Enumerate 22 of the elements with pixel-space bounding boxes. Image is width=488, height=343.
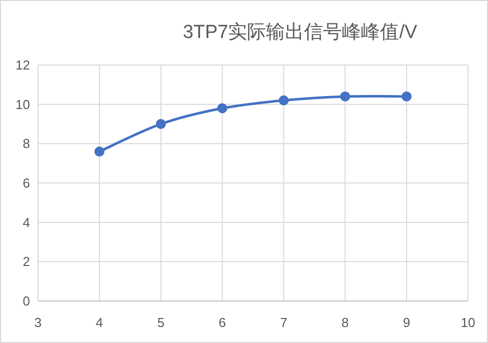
x-tick-label: 8 [342, 315, 349, 330]
y-tick-label: 0 [22, 294, 30, 308]
point [94, 146, 104, 157]
y-tick-label: 4 [22, 214, 30, 230]
point [217, 103, 228, 114]
y-tick-label: 10 [16, 96, 30, 112]
x-tick-label: 10 [460, 315, 476, 330]
point [278, 95, 289, 106]
x-tick-label: 7 [280, 315, 288, 330]
x-tick-label: 4 [96, 315, 104, 330]
point [402, 91, 412, 102]
y-tick-label: 8 [22, 136, 30, 152]
point [156, 119, 166, 129]
point [340, 91, 350, 102]
y-tick-label: 12 [16, 58, 30, 72]
x-tick-label: 9 [402, 315, 410, 330]
title: 3TP7实际输出信号峰峰值/V [182, 22, 418, 43]
y-tick-label: 6 [22, 176, 30, 190]
x-tick-label: 6 [218, 315, 226, 330]
x-tick-label: 3 [34, 315, 42, 330]
y-tick-label: 2 [22, 254, 30, 270]
x-tick-label: 5 [157, 315, 164, 330]
